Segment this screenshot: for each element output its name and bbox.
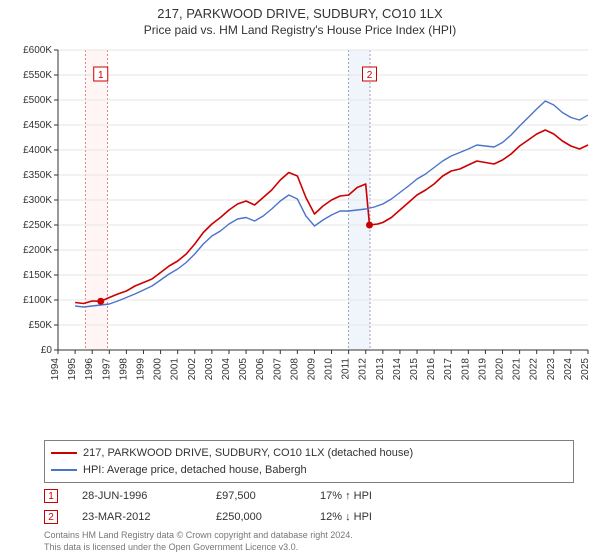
svg-text:£100K: £100K bbox=[23, 295, 52, 306]
svg-text:2014: 2014 bbox=[392, 358, 403, 381]
svg-text:2002: 2002 bbox=[187, 358, 198, 381]
svg-text:1996: 1996 bbox=[84, 358, 95, 381]
svg-text:2004: 2004 bbox=[221, 358, 232, 381]
svg-text:2001: 2001 bbox=[170, 358, 181, 381]
svg-text:£200K: £200K bbox=[23, 245, 52, 256]
svg-text:£400K: £400K bbox=[23, 145, 52, 156]
svg-text:2008: 2008 bbox=[289, 358, 300, 381]
sale-delta: 12% ↓ HPI bbox=[320, 507, 410, 528]
sale-row: 1 28-JUN-1996 £97,500 17% ↑ HPI bbox=[44, 486, 574, 507]
legend-label: 217, PARKWOOD DRIVE, SUDBURY, CO10 1LX (… bbox=[83, 445, 413, 462]
chart-titles: 217, PARKWOOD DRIVE, SUDBURY, CO10 1LX P… bbox=[0, 0, 600, 37]
chart-container: { "title": "217, PARKWOOD DRIVE, SUDBURY… bbox=[0, 0, 600, 560]
svg-text:2005: 2005 bbox=[238, 358, 249, 381]
legend-swatch bbox=[51, 469, 77, 471]
chart-subtitle: Price paid vs. HM Land Registry's House … bbox=[0, 23, 600, 37]
svg-text:2011: 2011 bbox=[341, 358, 352, 380]
svg-text:2024: 2024 bbox=[563, 358, 574, 381]
svg-text:1999: 1999 bbox=[135, 358, 146, 381]
svg-text:£500K: £500K bbox=[23, 95, 52, 106]
svg-text:2012: 2012 bbox=[358, 358, 369, 381]
sale-price: £250,000 bbox=[216, 507, 296, 528]
svg-text:£250K: £250K bbox=[23, 220, 52, 231]
legend-row: HPI: Average price, detached house, Babe… bbox=[51, 462, 567, 479]
svg-text:2019: 2019 bbox=[477, 358, 488, 381]
svg-text:£350K: £350K bbox=[23, 170, 52, 181]
svg-text:£600K: £600K bbox=[23, 45, 52, 56]
svg-text:1997: 1997 bbox=[101, 358, 112, 381]
svg-text:2006: 2006 bbox=[255, 358, 266, 381]
sale-delta: 17% ↑ HPI bbox=[320, 486, 410, 507]
svg-text:2023: 2023 bbox=[546, 358, 557, 381]
svg-text:2015: 2015 bbox=[409, 358, 420, 381]
svg-text:2003: 2003 bbox=[204, 358, 215, 381]
svg-text:£0: £0 bbox=[41, 345, 53, 356]
svg-text:2009: 2009 bbox=[306, 358, 317, 381]
sale-row: 2 23-MAR-2012 £250,000 12% ↓ HPI bbox=[44, 507, 574, 528]
svg-text:2017: 2017 bbox=[443, 358, 454, 381]
legend-label: HPI: Average price, detached house, Babe… bbox=[83, 462, 307, 479]
svg-text:1994: 1994 bbox=[50, 358, 61, 381]
chart-title: 217, PARKWOOD DRIVE, SUDBURY, CO10 1LX bbox=[0, 6, 600, 21]
sale-date: 28-JUN-1996 bbox=[82, 486, 192, 507]
sale-marker-icon: 2 bbox=[44, 510, 58, 524]
chart-plot-area: £0 £50K £100K £150K £200K £250K £300K £350K £400… bbox=[4, 44, 596, 394]
sale-price: £97,500 bbox=[216, 486, 296, 507]
svg-text:2007: 2007 bbox=[272, 358, 283, 381]
legend-swatch bbox=[51, 452, 77, 454]
sale-date: 23-MAR-2012 bbox=[82, 507, 192, 528]
legend-row: 217, PARKWOOD DRIVE, SUDBURY, CO10 1LX (… bbox=[51, 445, 567, 462]
svg-text:£300K: £300K bbox=[23, 195, 52, 206]
svg-text:2022: 2022 bbox=[529, 358, 540, 381]
svg-text:£550K: £550K bbox=[23, 70, 52, 81]
svg-text:£150K: £150K bbox=[23, 270, 52, 281]
svg-text:2021: 2021 bbox=[512, 358, 523, 381]
sales-table: 1 28-JUN-1996 £97,500 17% ↑ HPI 2 23-MAR-2012… bbox=[44, 486, 574, 528]
svg-text:2000: 2000 bbox=[153, 358, 164, 381]
svg-text:£50K: £50K bbox=[29, 320, 53, 331]
svg-text:1995: 1995 bbox=[67, 358, 78, 381]
legend: 217, PARKWOOD DRIVE, SUDBURY, CO10 1LX (… bbox=[44, 440, 574, 483]
svg-text:2: 2 bbox=[367, 70, 373, 81]
svg-text:£450K: £450K bbox=[23, 120, 52, 131]
sale-marker-icon: 1 bbox=[44, 489, 58, 503]
svg-text:2020: 2020 bbox=[495, 358, 506, 381]
chart-svg: £0 £50K £100K £150K £200K £250K £300K £350K £400… bbox=[4, 44, 596, 394]
svg-text:1998: 1998 bbox=[118, 358, 129, 381]
svg-text:2016: 2016 bbox=[426, 358, 437, 381]
svg-text:1: 1 bbox=[98, 70, 104, 81]
svg-text:2013: 2013 bbox=[375, 358, 386, 381]
svg-text:2018: 2018 bbox=[460, 358, 471, 381]
svg-text:2025: 2025 bbox=[580, 358, 591, 381]
svg-text:2010: 2010 bbox=[324, 358, 335, 381]
footnote: Contains HM Land Registry data © Crown c… bbox=[44, 530, 584, 553]
